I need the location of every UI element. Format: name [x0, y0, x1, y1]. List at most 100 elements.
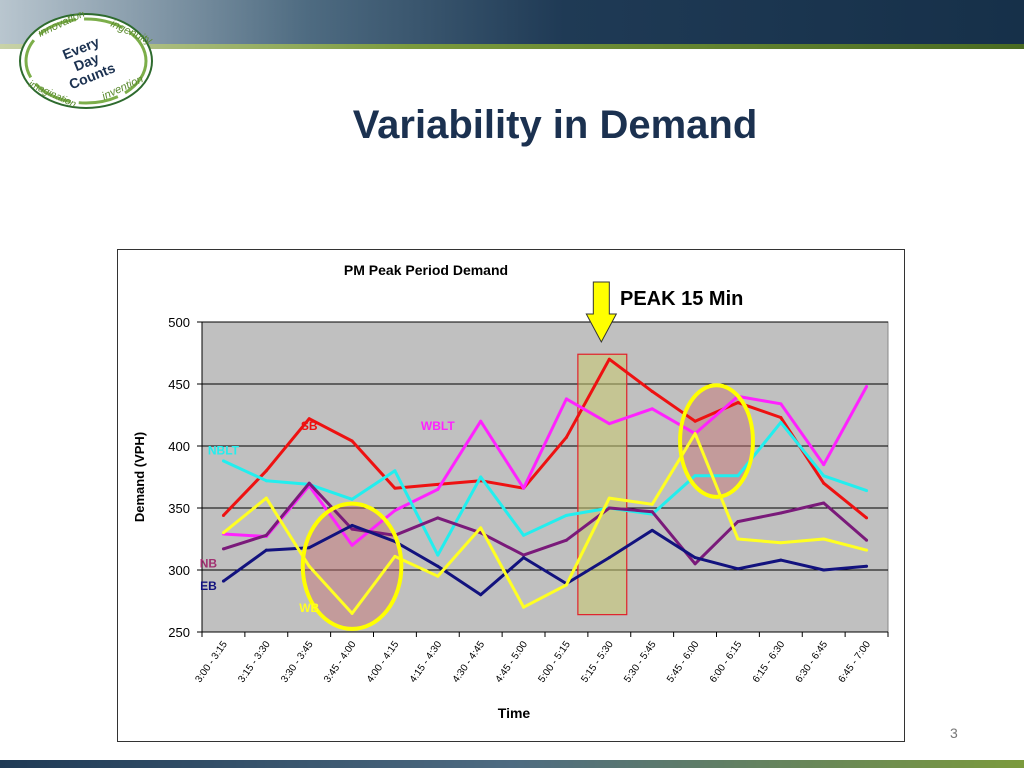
- y-tick-label: 400: [168, 439, 190, 454]
- data-point-wb: [822, 537, 826, 541]
- data-point-sb: [779, 415, 783, 419]
- data-point-nb: [264, 533, 268, 537]
- data-point-wb: [779, 541, 783, 545]
- data-point-wb: [607, 496, 611, 500]
- data-point-wb: [564, 583, 568, 587]
- data-point-eb: [650, 528, 654, 532]
- x-axis-label: Time: [498, 705, 531, 721]
- every-day-counts-logo: innovation ingenuity imagination inventi…: [19, 12, 154, 110]
- data-point-nb: [865, 538, 869, 542]
- data-point-nblt: [221, 459, 225, 463]
- data-point-nblt: [822, 474, 826, 478]
- series-line-eb: [222, 523, 867, 597]
- data-point-nb: [650, 510, 654, 514]
- data-point-eb: [307, 546, 311, 550]
- data-point-wblt: [865, 384, 869, 388]
- data-point-wblt: [393, 508, 397, 512]
- x-tick-label: 6:30 - 6:45: [794, 639, 831, 685]
- series-label-wblt: WBLT: [421, 419, 455, 433]
- data-point-sb: [307, 417, 311, 421]
- data-point-sb: [564, 435, 568, 439]
- data-point-sb: [693, 419, 697, 423]
- data-point-nblt: [350, 497, 354, 501]
- data-point-wb: [736, 537, 740, 541]
- x-tick-label: 6:45 - 7:00: [837, 639, 874, 685]
- data-point-nblt: [693, 474, 697, 478]
- data-point-nblt: [522, 533, 526, 537]
- data-point-nb: [350, 527, 354, 531]
- plot-area: [201, 321, 889, 633]
- peak-label: PEAK 15 Min: [620, 288, 744, 310]
- data-point-nb: [522, 553, 526, 557]
- chart-title: PM Peak Period Demand: [344, 262, 508, 278]
- y-tick-label: 300: [168, 563, 190, 578]
- data-point-wblt: [650, 407, 654, 411]
- data-point-eb: [436, 564, 440, 568]
- series-label-eb: EB: [200, 579, 217, 593]
- data-point-nblt: [264, 479, 268, 483]
- x-tick-label: 3:15 - 3:30: [236, 639, 273, 685]
- data-point-eb: [865, 564, 869, 568]
- y-tick-label: 250: [168, 625, 190, 640]
- data-point-sb: [736, 401, 740, 405]
- x-tick-label: 4:00 - 4:15: [365, 639, 402, 685]
- data-point-wb: [393, 554, 397, 558]
- data-point-nb: [436, 516, 440, 520]
- chart-frame: PM Peak Period Demand 250 300 350 400 450 500 3…: [117, 249, 905, 742]
- data-point-sb: [436, 482, 440, 486]
- y-axis-label: Demand (VPH): [132, 432, 147, 522]
- series-line-nb: [222, 481, 868, 566]
- x-tick-label: 6:15 - 6:30: [751, 639, 788, 685]
- data-point-nb: [693, 562, 697, 566]
- data-point-eb: [693, 556, 697, 560]
- data-point-wblt: [607, 422, 611, 426]
- data-point-eb: [607, 556, 611, 560]
- x-tick-label: 3:00 - 3:15: [193, 639, 230, 685]
- demand-line-chart: PM Peak Period Demand 250 300 350 400 450 500 3…: [132, 262, 889, 721]
- data-point-wblt: [779, 402, 783, 406]
- x-tick-label: 4:45 - 5:00: [494, 639, 531, 685]
- data-point-wb: [264, 496, 268, 500]
- data-point-eb: [522, 556, 526, 560]
- y-tick-label: 500: [168, 315, 190, 330]
- data-point-wb: [650, 502, 654, 506]
- data-point-nblt: [479, 475, 483, 479]
- data-point-wblt: [564, 397, 568, 401]
- data-point-sb: [822, 481, 826, 485]
- x-tick-label: 5:45 - 6:00: [665, 639, 702, 685]
- data-point-wb: [307, 564, 311, 568]
- data-point-nb: [822, 501, 826, 505]
- x-tick-label: 3:30 - 3:45: [279, 639, 316, 685]
- data-point-sb: [264, 469, 268, 473]
- data-point-nb: [607, 506, 611, 510]
- highlight-ellipse-fill: [680, 385, 753, 497]
- data-point-wb: [221, 531, 225, 535]
- data-point-sb: [650, 389, 654, 393]
- data-point-wb: [350, 611, 354, 615]
- header-accent-line: [0, 44, 1024, 49]
- x-tick-label: 5:15 - 5:30: [579, 639, 616, 685]
- data-point-nblt: [865, 489, 869, 493]
- series-label-sb: SB: [301, 419, 318, 433]
- series-label-nb: NB: [200, 557, 218, 571]
- data-point-wblt: [522, 486, 526, 490]
- y-tick-label: 350: [168, 501, 190, 516]
- data-point-wblt: [350, 543, 354, 547]
- peak-interval-box: [577, 353, 628, 616]
- page-number: 3: [950, 725, 958, 741]
- highlight-ellipse: [678, 383, 755, 499]
- data-point-nblt: [736, 474, 740, 478]
- x-tick-label: 4:15 - 4:30: [408, 639, 445, 685]
- slide-title: Variability in Demand: [352, 103, 758, 147]
- x-tick-label: 6:00 - 6:15: [708, 639, 745, 685]
- data-point-wb: [479, 526, 483, 530]
- data-point-nb: [307, 481, 311, 485]
- data-point-eb: [822, 568, 826, 572]
- data-point-sb: [865, 516, 869, 520]
- data-point-eb: [264, 548, 268, 552]
- data-point-sb: [350, 439, 354, 443]
- series-label-wb: WB: [299, 601, 319, 615]
- data-point-nb: [564, 538, 568, 542]
- data-point-nb: [779, 511, 783, 515]
- data-point-wb: [436, 574, 440, 578]
